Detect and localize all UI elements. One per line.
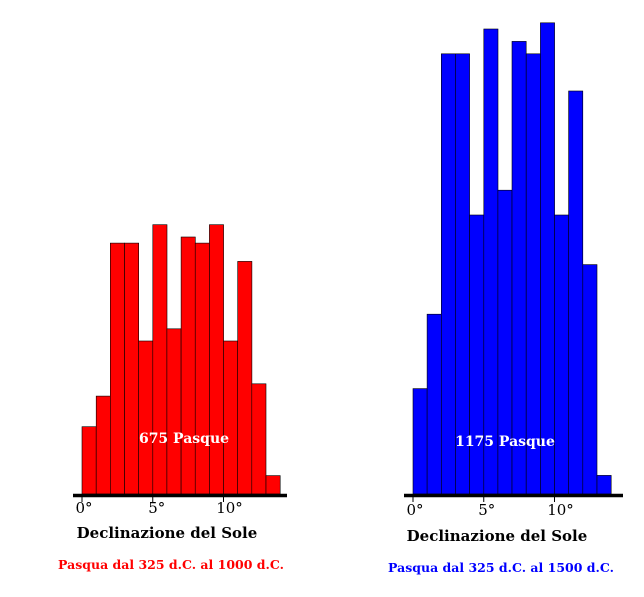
caption-red: Pasqua dal 325 d.C. al 1000 d.C. [58, 557, 284, 572]
bar-blue-7 [511, 41, 527, 495]
bar-red-8 [194, 242, 210, 495]
bar-blue-10 [554, 214, 569, 495]
histogram-blue: 0° 5° 10° 1175 Pasque Declinazione del Sol… [388, 22, 623, 575]
tick-label-red-1: 5° [148, 499, 165, 517]
bars-red [81, 224, 281, 495]
bar-blue-12 [582, 264, 598, 495]
bar-red-9 [209, 224, 224, 495]
bar-red-4 [138, 340, 154, 495]
histogram-red: 0° 5° 10° 675 Pasque Declinazione del Sole… [58, 224, 287, 572]
bar-red-3 [124, 242, 139, 495]
bar-red-6 [166, 328, 182, 495]
bar-blue-9 [540, 22, 555, 495]
bar-red-5 [152, 224, 168, 495]
bar-red-13 [265, 475, 281, 495]
bar-red-10 [223, 340, 238, 495]
tick-label-blue-2: 10° [547, 501, 574, 519]
x-ticks-blue: 0° 5° 10° [406, 494, 574, 519]
bar-red-0 [81, 426, 97, 495]
caption-blue: Pasqua dal 325 d.C. al 1500 d.C. [388, 560, 614, 575]
bar-red-11 [237, 261, 253, 495]
annotation-red: 675 Pasque [139, 431, 229, 447]
annotation-blue: 1175 Pasque [455, 434, 555, 450]
bar-blue-4 [469, 214, 485, 495]
bar-red-7 [180, 236, 196, 495]
tick-label-red-0: 0° [75, 499, 92, 517]
bar-blue-0 [412, 388, 428, 495]
bar-blue-1 [426, 313, 442, 495]
bar-blue-5 [483, 28, 499, 495]
bar-blue-3 [455, 53, 470, 495]
bar-red-12 [251, 383, 267, 495]
x-ticks-red: 0° 5° 10° [75, 494, 243, 517]
bars-blue [412, 22, 612, 495]
x-axis-title-red: Declinazione del Sole [77, 524, 258, 542]
x-axis-title-blue: Declinazione del Sole [407, 527, 588, 545]
bar-blue-13 [596, 475, 612, 495]
bar-blue-11 [568, 90, 584, 495]
bar-red-1 [95, 395, 111, 495]
tick-label-blue-0: 0° [406, 501, 423, 519]
tick-label-blue-1: 5° [478, 501, 495, 519]
bar-blue-2 [440, 53, 456, 495]
bar-red-2 [110, 242, 125, 495]
tick-label-red-2: 10° [216, 499, 243, 517]
bar-blue-8 [525, 53, 541, 495]
